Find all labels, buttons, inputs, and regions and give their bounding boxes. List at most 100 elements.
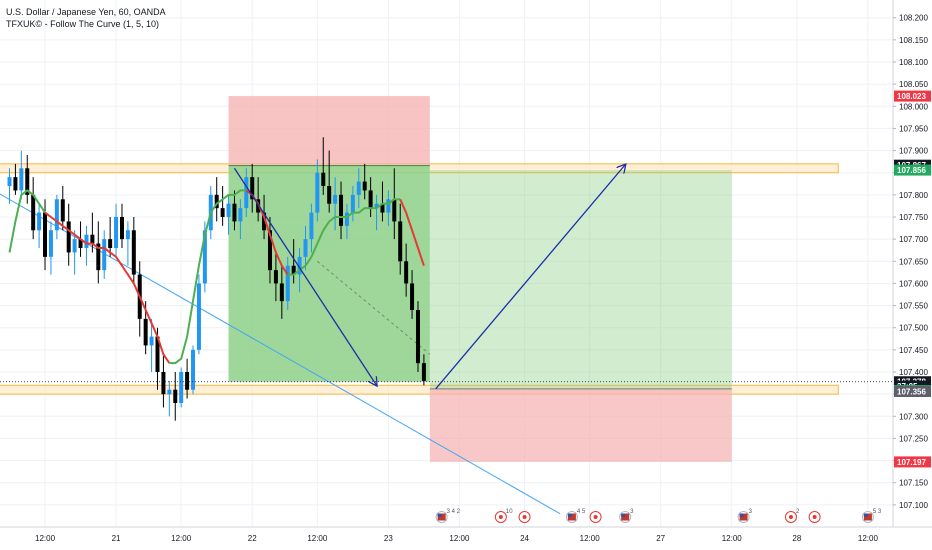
- candle-down: [25, 168, 30, 195]
- candle-up: [54, 199, 59, 231]
- time-tick-label: 12:00: [858, 534, 879, 543]
- candle-up: [356, 181, 361, 195]
- candle-up: [179, 372, 184, 403]
- curve-down: [44, 211, 171, 364]
- candle-down: [60, 199, 65, 222]
- candles-layer: [7, 137, 426, 421]
- price-tick-label: 107.500: [899, 324, 928, 333]
- candle-down: [155, 336, 160, 372]
- long-stop-area: [429, 388, 732, 462]
- candle-down: [291, 265, 296, 275]
- candle-up: [48, 230, 53, 257]
- curve-down: [399, 198, 425, 267]
- time-tick-label: 12:00: [171, 534, 192, 543]
- candle-up: [72, 239, 77, 253]
- candle-up: [84, 234, 89, 248]
- price-tick-label: 107.800: [899, 191, 928, 200]
- candle-down: [250, 177, 255, 200]
- price-tag-box: [894, 385, 931, 397]
- candle-down: [13, 177, 18, 191]
- candle-down: [232, 203, 237, 222]
- candle-down: [214, 194, 219, 209]
- candle-up: [196, 283, 201, 350]
- candle-down: [108, 239, 113, 248]
- candle-down: [267, 230, 272, 271]
- price-axis[interactable]: 108.200 108.150 108.100 108.050 108.000 107.9…: [892, 0, 928, 527]
- candle-up: [238, 208, 243, 222]
- price-tick-label: 107.100: [899, 501, 928, 510]
- candle-down: [327, 186, 332, 204]
- arrows-layer: [233, 165, 625, 390]
- price-tag-label: 107.856: [897, 166, 926, 175]
- indicator-title[interactable]: TFXUK© - Follow The Curve (1, 5, 10): [6, 19, 160, 29]
- event-dot-center: [522, 515, 527, 519]
- candle-down: [31, 194, 36, 231]
- symbol-title[interactable]: U.S. Dollar / Japanese Yen, 60, OANDA: [6, 7, 166, 17]
- us-flag-canton: [437, 513, 442, 517]
- time-axis[interactable]: 12:00 21 12:00 22 12:00 23 12:00 24 12:00 27 12:00…: [0, 526, 932, 543]
- time-tick-label: 12:00: [307, 534, 328, 543]
- price-tick-label: 107.950: [899, 124, 928, 133]
- time-tick-label: 24: [520, 534, 529, 543]
- candle-down: [78, 239, 83, 248]
- events-layer[interactable]: 3 4 2 10 4 5 3 3 2 5 3: [435, 509, 882, 523]
- candle-down: [398, 221, 403, 262]
- event-count: 3: [749, 509, 753, 515]
- chart-legend: U.S. Dollar / Japanese Yen, 60, OANDA TF…: [6, 6, 166, 30]
- price-tick-label: 108.200: [899, 14, 928, 23]
- price-tick-label: 107.400: [899, 368, 928, 377]
- candle-up: [309, 212, 314, 240]
- candle-up: [315, 172, 320, 213]
- candle-up: [167, 389, 172, 395]
- event-dot-center: [498, 515, 503, 519]
- candle-down: [415, 310, 420, 364]
- price-tick-label: 108.000: [899, 102, 928, 111]
- price-tag-box: [894, 90, 931, 102]
- candle-up: [386, 199, 391, 213]
- candle-up: [7, 177, 12, 186]
- event-count: 3: [630, 509, 634, 515]
- candle-down: [262, 212, 267, 231]
- candle-down: [90, 234, 95, 244]
- candle-down: [173, 389, 178, 403]
- short-arrow: [233, 167, 376, 385]
- candle-up: [114, 217, 119, 248]
- candle-down: [421, 363, 426, 381]
- candle-down: [96, 243, 101, 271]
- candle-down: [119, 217, 124, 240]
- candle-down: [392, 199, 397, 222]
- price-tags-layer: 108.023107.867107.856107.37837:05107.358…: [0, 90, 931, 468]
- event-count: 5 3: [873, 509, 882, 515]
- price-tag-box: [894, 164, 931, 176]
- candle-up: [191, 349, 196, 390]
- candle-down: [321, 172, 326, 186]
- price-tick-label: 107.600: [899, 279, 928, 288]
- candle-down: [362, 181, 367, 191]
- price-tick-label: 107.700: [899, 235, 928, 244]
- candle-up: [37, 212, 42, 231]
- price-tick-label: 108.050: [899, 80, 928, 89]
- time-tick-label: 22: [248, 534, 257, 543]
- candle-down: [410, 283, 415, 310]
- projection-dashed-line: [317, 260, 431, 355]
- candle-down: [404, 261, 409, 284]
- time-tick-label: 12:00: [449, 534, 470, 543]
- time-tick-label: 28: [792, 534, 801, 543]
- event-dot-center: [788, 515, 793, 519]
- demand-zone: [0, 384, 839, 395]
- candle-down: [220, 208, 225, 217]
- price-tag-label: 107.197: [897, 458, 926, 467]
- curve-up: [169, 189, 247, 365]
- price-tick-label: 107.150: [899, 479, 928, 488]
- event-dot-center: [593, 515, 598, 519]
- time-tick-label: 21: [112, 534, 121, 543]
- candle-down: [143, 318, 148, 346]
- long-arrow: [435, 165, 625, 390]
- time-tick-label: 23: [384, 534, 393, 543]
- candle-down: [368, 190, 373, 209]
- candle-down: [66, 221, 71, 253]
- candle-up: [374, 203, 379, 209]
- price-tick-label: 107.450: [899, 346, 928, 355]
- candle-up: [333, 194, 338, 204]
